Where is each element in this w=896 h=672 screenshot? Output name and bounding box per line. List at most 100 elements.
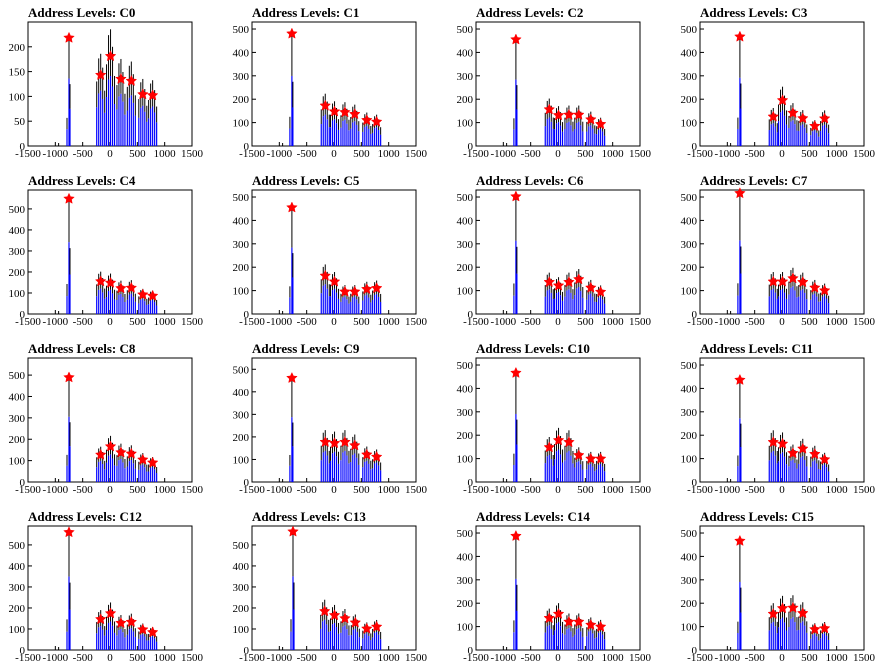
x-tick-label: 1500: [629, 316, 652, 328]
y-tick-label: 300: [681, 407, 698, 419]
y-tick-label: 300: [233, 71, 250, 83]
x-tick-label: -1500: [687, 148, 713, 160]
level-marker: [349, 616, 362, 628]
x-tick-label: 1000: [378, 484, 401, 496]
x-tick-label: -1000: [42, 484, 68, 496]
x-tick-label: -500: [297, 652, 318, 664]
chart-svg: 0 100 200 300 400 500 -1500 -1000 -500 0 500 1000 15…: [233, 357, 428, 496]
x-tick-label: 1000: [602, 484, 625, 496]
level-marker: [563, 108, 575, 120]
x-tick-label: 1000: [826, 316, 849, 328]
level-marker: [115, 446, 127, 458]
level-marker: [328, 609, 341, 621]
level-marker: [104, 607, 117, 619]
chart-svg: 0 100 200 300 400 500 -1500 -1000 -500 0 500 1000 15…: [681, 525, 876, 664]
y-tick-label: 400: [681, 47, 698, 59]
x-tick-label: 1000: [154, 484, 177, 496]
y-tick-label: 0: [468, 141, 474, 153]
x-tick-label: 1000: [378, 652, 401, 664]
level-marker: [136, 623, 149, 635]
level-marker: [734, 373, 746, 385]
level-marker: [543, 612, 556, 624]
x-tick-label: 0: [331, 148, 337, 160]
level-marker: [348, 439, 361, 451]
level-marker: [734, 534, 746, 546]
y-tick-label: 0: [692, 477, 698, 489]
x-tick-label: 500: [129, 316, 146, 328]
x-tick-label: -500: [297, 484, 318, 496]
level-marker: [115, 72, 127, 84]
chart-title: Address Levels: C7: [700, 173, 808, 188]
level-marker: [348, 108, 361, 120]
level-marker: [594, 285, 607, 297]
level-marker: [510, 529, 522, 542]
level-marker: [125, 74, 138, 86]
y-tick-label: 500: [9, 370, 26, 382]
y-tick-label: 500: [233, 540, 250, 552]
chart-svg: 0 100 200 300 400 500 -1500 -1000 -500 0 500 1000 15…: [457, 525, 652, 664]
x-tick-label: 1000: [826, 148, 849, 160]
level-marker: [63, 371, 75, 383]
y-tick-label: 400: [457, 551, 474, 563]
chart-svg: 0 100 200 300 400 500 -1500 -1000 -500 0 500 1000 15…: [9, 525, 204, 664]
chart-panel: Address Levels: C14 0 100 200 300 400 500 -1500…: [448, 504, 672, 672]
level-marker: [552, 434, 565, 446]
y-tick-label: 500: [681, 192, 698, 204]
chart-title: Address Levels: C6: [476, 173, 584, 188]
x-tick-label: -1500: [239, 148, 265, 160]
level-marker: [776, 275, 789, 287]
x-tick-label: 1000: [602, 148, 625, 160]
x-tick-label: -1000: [490, 652, 516, 664]
y-tick-label: 300: [233, 239, 250, 251]
level-marker: [146, 289, 159, 301]
level-marker: [94, 275, 107, 287]
chart-panel: Address Levels: C2 0 100 200 300 400 500 -1500-…: [448, 0, 672, 168]
level-marker: [584, 281, 597, 293]
level-marker: [552, 279, 565, 291]
x-tick-label: -500: [73, 652, 94, 664]
chart-panel: Address Levels: C3 0 100 200 300 400 500 -1500-…: [672, 0, 896, 168]
level-marker: [818, 622, 831, 634]
y-tick-label: 100: [233, 118, 250, 130]
x-tick-label: 500: [577, 484, 594, 496]
y-tick-label: 0: [244, 645, 250, 657]
x-tick-label: 500: [801, 316, 818, 328]
level-marker: [734, 30, 746, 42]
level-marker: [319, 99, 332, 111]
level-marker: [63, 31, 75, 43]
chart-title: Address Levels: C1: [252, 5, 360, 20]
level-marker: [328, 275, 341, 287]
chart-panel: Address Levels: C4 0 100 200 300 400 500 -1500-…: [0, 168, 224, 336]
x-tick-label: 500: [577, 316, 594, 328]
y-tick-label: 100: [9, 91, 26, 103]
level-marker: [348, 285, 361, 297]
level-marker: [328, 437, 341, 449]
level-marker: [584, 452, 597, 464]
y-tick-label: 500: [681, 360, 698, 372]
chart-svg: 0 100 200 300 400 500 -1500 -1000 -500 0 500 1000 15…: [681, 187, 876, 328]
level-marker: [510, 33, 522, 45]
chart-svg: 0 100 200 300 400 500 -1500 -1000 -500 0 500 1000 15…: [457, 357, 652, 496]
y-tick-label: 100: [681, 286, 698, 298]
x-tick-label: 0: [107, 652, 113, 664]
x-tick-label: -1500: [687, 652, 713, 664]
x-tick-label: 500: [129, 484, 146, 496]
x-tick-label: -1500: [687, 316, 713, 328]
x-tick-label: 1500: [853, 316, 876, 328]
x-tick-label: -1500: [239, 652, 265, 664]
y-tick-label: 300: [233, 582, 250, 594]
y-tick-label: 300: [233, 409, 250, 421]
level-marker: [808, 281, 821, 293]
y-tick-label: 200: [233, 603, 250, 615]
chart-panel: Address Levels: C12 0 100 200 300 400 500 -1500…: [0, 504, 224, 672]
chart-panel: Address Levels: C7 0 100 200 300 400 500 -1500-…: [672, 168, 896, 336]
x-tick-label: -1000: [714, 148, 740, 160]
y-tick-label: 300: [457, 71, 474, 83]
x-tick-label: 0: [555, 484, 561, 496]
x-tick-label: -500: [73, 148, 94, 160]
level-marker: [287, 525, 299, 537]
level-marker: [563, 276, 575, 288]
level-marker: [808, 448, 821, 460]
level-marker: [360, 622, 373, 634]
level-marker: [767, 110, 780, 122]
